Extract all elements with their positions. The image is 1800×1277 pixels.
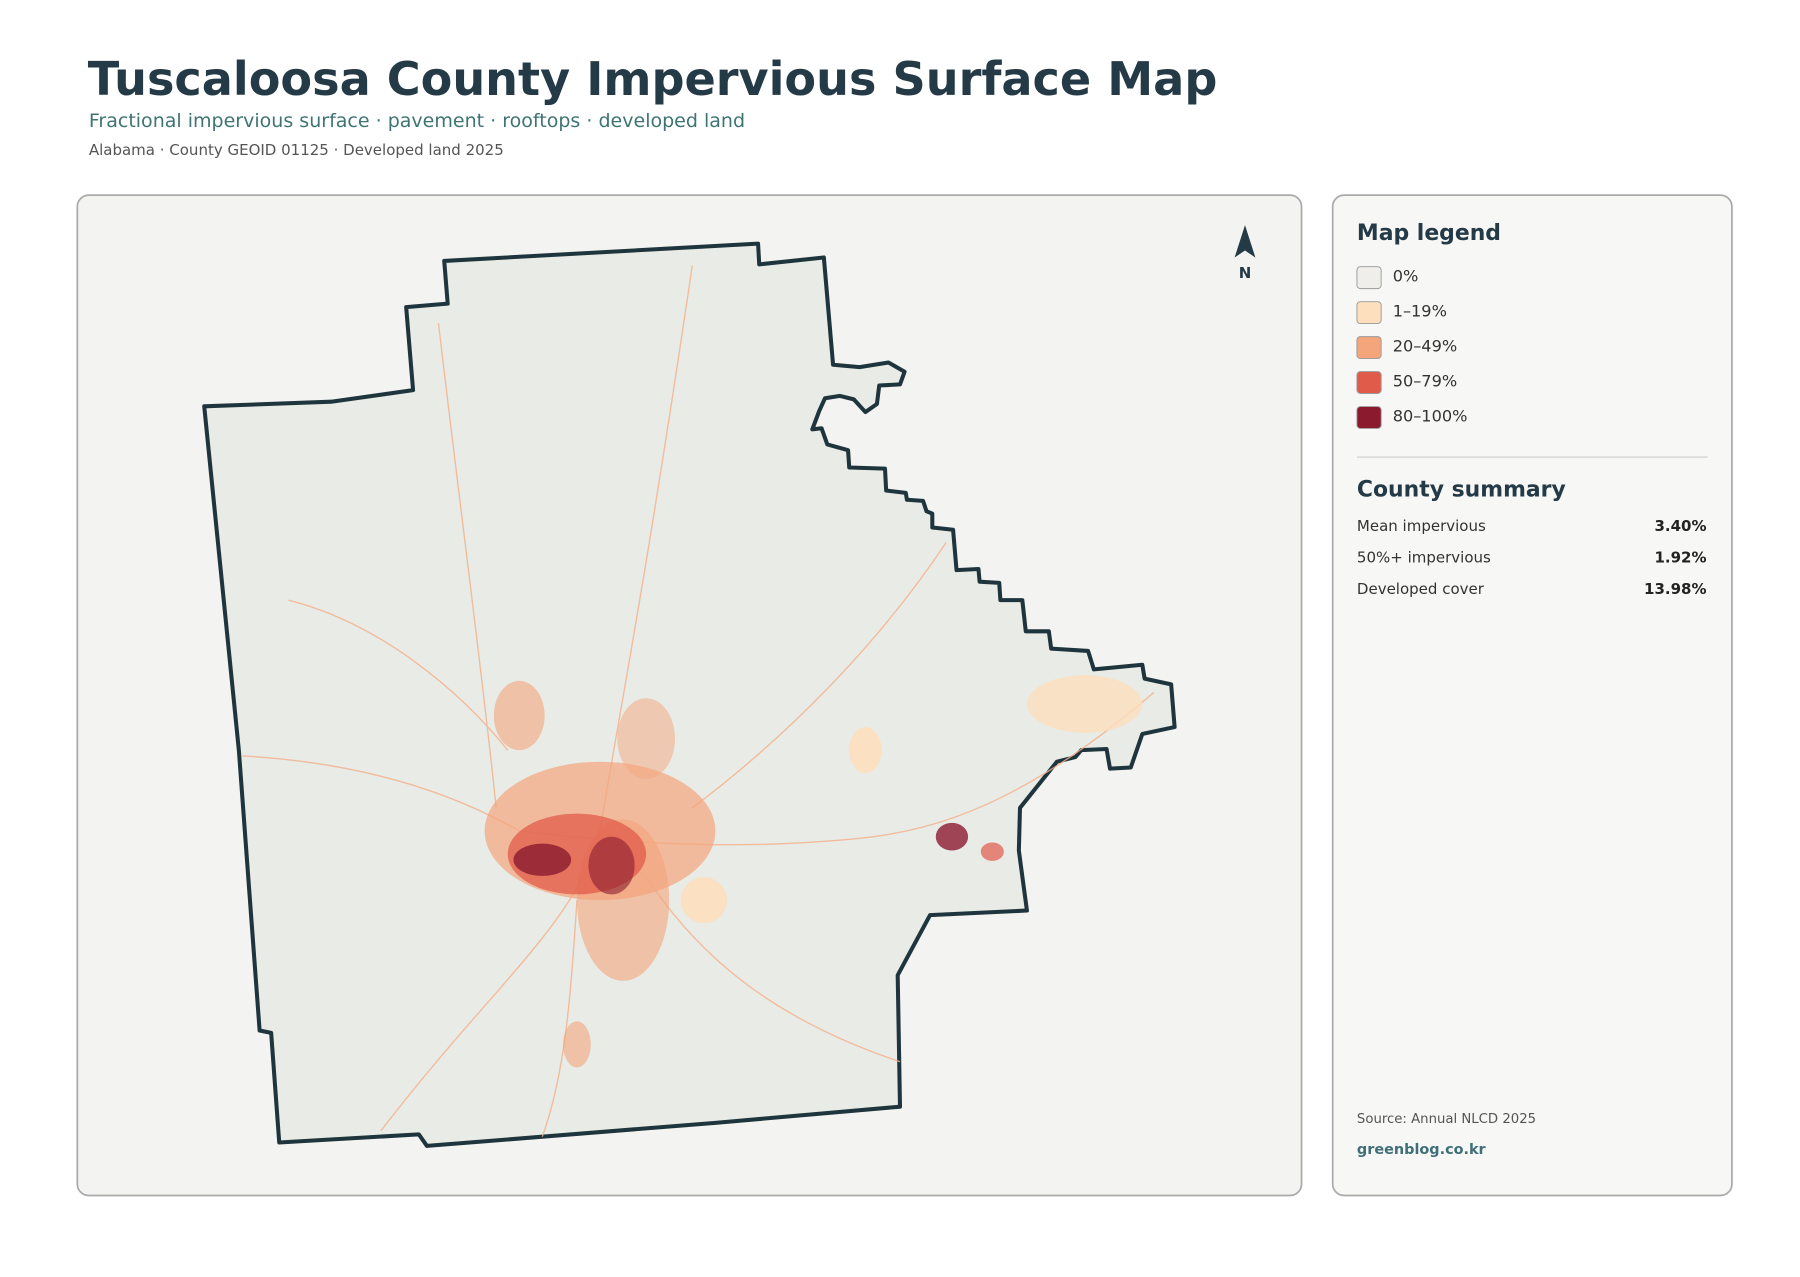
- source: Source: Annual NLCD 2025: [1357, 1112, 1536, 1127]
- summary-value: 3.40%: [1654, 517, 1706, 535]
- legend-swatch: [1356, 336, 1382, 360]
- summary-value: 13.98%: [1644, 580, 1706, 598]
- side-panel: [1331, 194, 1733, 1197]
- legend-swatch: [1356, 406, 1382, 429]
- county-map: [202, 241, 1177, 1148]
- urban-patch: [563, 1021, 591, 1068]
- county-outline: [202, 241, 1177, 1148]
- legend-swatch: [1356, 266, 1382, 290]
- summary-title: County summary: [1357, 477, 1566, 502]
- legend-label: 50–79%: [1393, 372, 1457, 391]
- meta: Alabama · County GEOID 01125 · Developed…: [89, 141, 504, 159]
- legend-title: Map legend: [1357, 221, 1501, 246]
- road: [691, 542, 947, 809]
- urban-patch: [980, 842, 1004, 861]
- summary-label: 50%+ impervious: [1357, 548, 1491, 566]
- urban-area: [484, 675, 1143, 1068]
- legend-label: 20–49%: [1393, 337, 1457, 356]
- legend-swatch: [1356, 301, 1382, 325]
- summary-label: Mean impervious: [1357, 517, 1486, 535]
- urban-patch: [680, 877, 727, 924]
- urban-patch: [617, 698, 675, 779]
- road: [541, 900, 578, 1137]
- summary: Mean impervious 3.40% 50%+ impervious 1.92%…: [1357, 517, 1707, 598]
- summary-value: 1.92%: [1654, 548, 1706, 566]
- summary-label: Developed cover: [1357, 580, 1485, 598]
- legend-swatch: [1356, 371, 1382, 394]
- urban-patch: [849, 727, 882, 774]
- road: [288, 599, 509, 751]
- legend-label: 0%: [1393, 267, 1419, 286]
- urban-patch: [588, 836, 635, 895]
- north-label: N: [1239, 264, 1252, 282]
- subtitle: Fractional impervious surface · pavement…: [89, 110, 745, 132]
- north-arrow: N: [1234, 225, 1256, 282]
- legend-label: 80–100%: [1393, 407, 1468, 426]
- title: Tuscaloosa County Impervious Surface Map: [88, 52, 1218, 106]
- credit: greenblog.co.kr: [1357, 1142, 1487, 1158]
- urban-patch: [1026, 675, 1143, 733]
- urban-patch: [935, 822, 969, 851]
- legend: 0% 1–19% 20–49% 50–79% 80–100%: [1356, 266, 1468, 429]
- urban-patch: [513, 843, 572, 876]
- road: [437, 323, 497, 808]
- urban-patch: [493, 680, 545, 751]
- legend-label: 1–19%: [1393, 302, 1447, 321]
- north-arrow-icon: [1234, 225, 1256, 258]
